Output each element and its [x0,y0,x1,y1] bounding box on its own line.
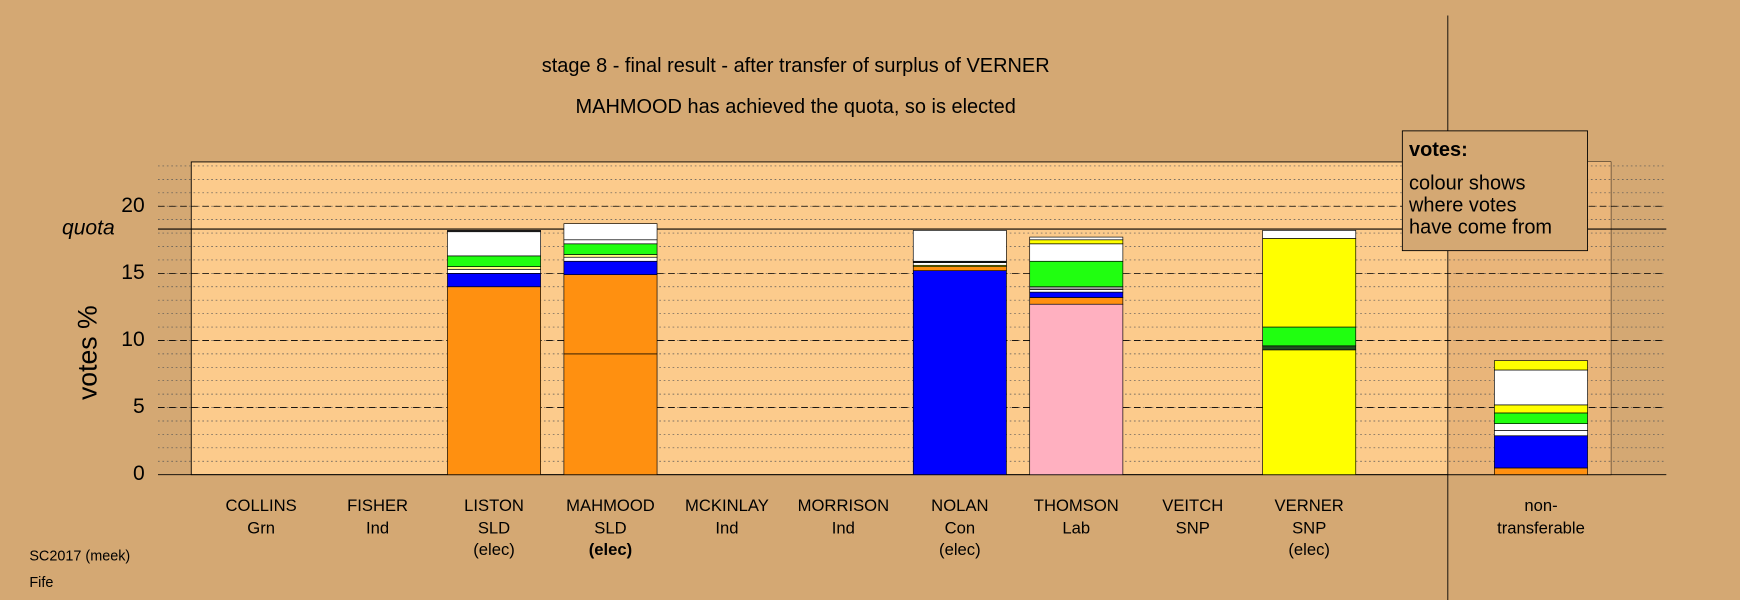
bar-segment [1029,286,1124,290]
x-tick-sublabel: Ind [366,518,389,537]
legend-box [1401,130,1589,252]
bar-segment [912,230,1007,262]
bar-segment [563,353,658,476]
y-tick-label: 15 [121,261,144,284]
bar-segment [912,270,1007,476]
legend-text: colour shows [1409,172,1525,194]
x-tick-label: MCKINLAY [685,496,769,515]
bar-segment [563,256,658,262]
y-tick-label: 20 [121,194,144,217]
bar-segment [912,262,1007,266]
x-tick-sublabel: SNP [1176,518,1210,537]
x-tick-sublabel: SLD [594,518,626,537]
legend-text: have come from [1409,217,1552,239]
bar-segment [447,286,541,476]
y-axis-label: votes % [72,305,102,400]
bar-segment [447,231,541,257]
bar-segment [563,274,658,355]
bar-segment [447,255,541,267]
x-tick-label: MAHMOOD [566,496,655,515]
x-tick-sublabel: Ind [832,518,855,537]
x-tick-label: non- [1524,496,1557,515]
bar-segment [1494,430,1588,437]
x-tick-sublabel: SNP [1292,518,1326,537]
x-tick-sublabel: Con [945,518,976,537]
y-tick-label: 10 [121,328,144,351]
bar-segment [912,266,1007,271]
bar-segment [447,266,541,270]
bar-segment [563,223,658,241]
bar-segment [1029,236,1124,241]
x-tick-label: VERNER [1275,496,1344,515]
x-tick-label: MORRISON [798,496,889,515]
x-tick-label: VEITCH [1162,496,1223,515]
bar-segment [447,268,541,274]
bar-segment [1029,297,1124,305]
x-tick-sublabel: Grn [247,518,275,537]
bar-segment [563,260,658,276]
x-tick-sublabel: (elec) [939,540,981,559]
x-tick-sublabel: (elec) [589,540,632,559]
x-tick-sublabel: transferable [1497,518,1585,537]
bar-segment [1029,303,1124,476]
bars [447,223,1588,476]
bar-segment [1494,467,1588,476]
x-tick-sublabel: (elec) [1288,540,1330,559]
chart-subtitle: MAHMOOD has achieved the quota, so is el… [576,96,1016,118]
x-tick-label: FISHER [347,496,408,515]
bar-segment [1494,369,1588,406]
bar-segment [1029,243,1124,262]
bar-segment [1494,360,1588,371]
footer: SC2017 (meek) [29,549,130,565]
bar-segment [1262,345,1357,351]
bar-segment [563,243,658,255]
y-tick-label: 5 [133,395,145,418]
x-tick-label: NOLAN [931,496,988,515]
bar-segment [1029,291,1124,298]
legend-title: votes: [1409,139,1468,161]
bar-segment [1494,404,1588,414]
plot-panel [190,161,1612,476]
bar-segment [1262,230,1357,239]
bar-segment [1494,423,1588,431]
x-tick-sublabel: Ind [715,518,738,537]
x-tick-sublabel: SLD [478,518,510,537]
x-tick-sublabel: Lab [1062,518,1090,537]
bar-segment [447,272,541,288]
x-tick-label: COLLINS [226,496,297,515]
y-tick-label: 0 [133,462,145,485]
bar-segment [1494,412,1588,425]
x-tick-sublabel: (elec) [473,540,515,559]
chart-title: stage 8 - final result - after transfer … [542,55,1050,77]
x-tick-label: THOMSON [1034,496,1119,515]
x-tick-label: LISTON [464,496,524,515]
bar-segment [1029,260,1124,288]
bar-segment [1262,238,1357,328]
bar-segment [1262,326,1357,347]
bar-segment [1029,239,1124,245]
bar-segment [563,239,658,245]
bar-segment [563,254,658,258]
legend-text: where votes [1408,195,1517,217]
bar-segment [447,230,541,233]
bar-segment [1262,349,1357,476]
footer: Fife [29,575,53,591]
bar-segment [1029,289,1124,293]
quota-label: quota [62,217,115,240]
bar-segment [1494,435,1588,469]
